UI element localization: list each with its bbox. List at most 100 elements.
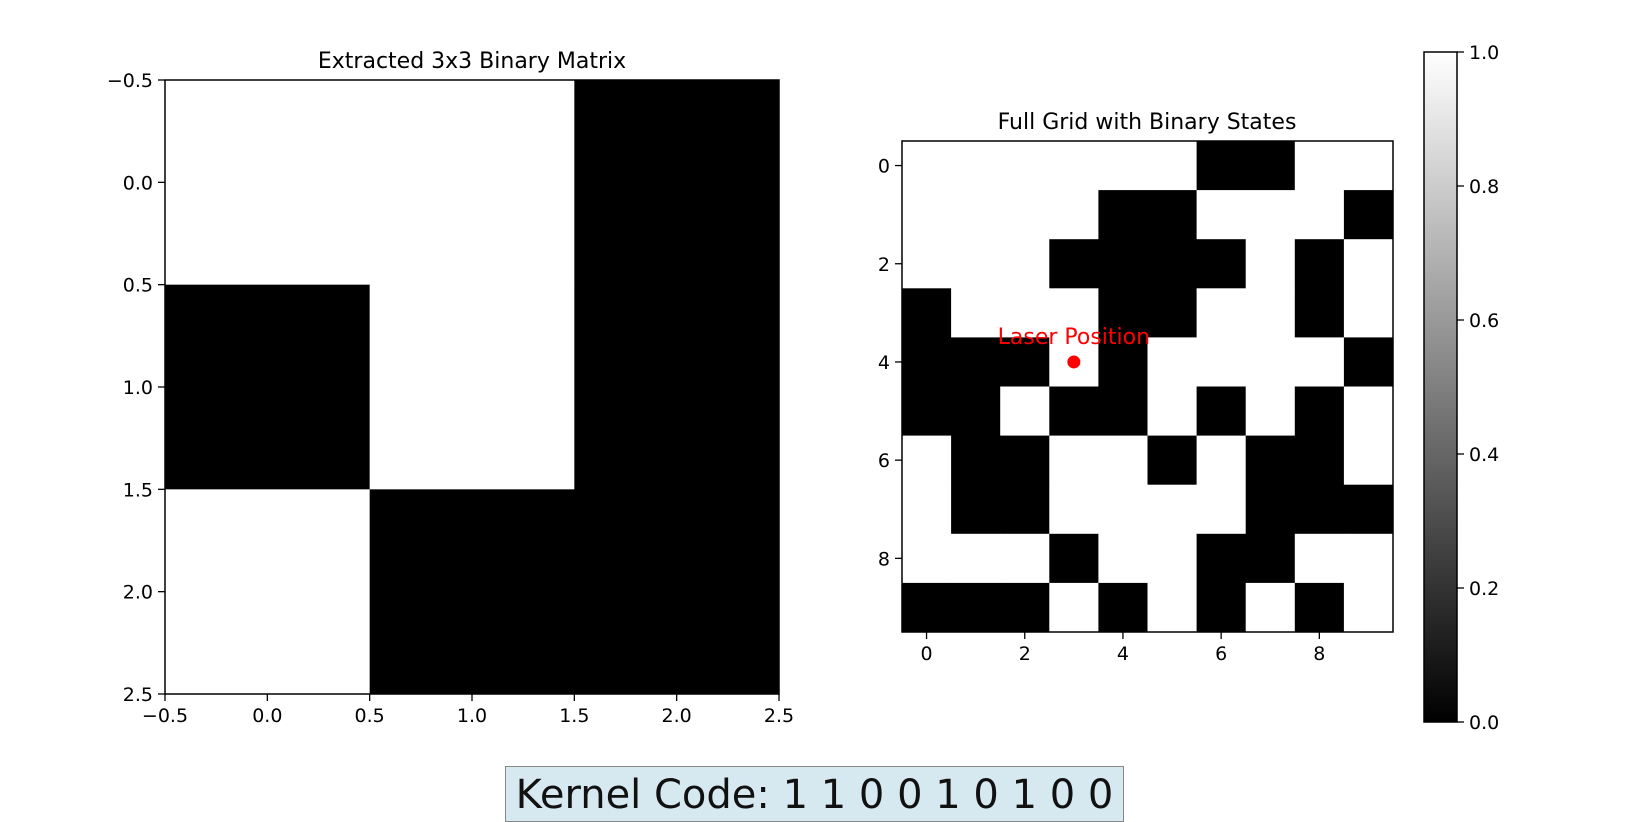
extracted-matrix-x-tick-label: 2.0 xyxy=(662,705,692,727)
full-grid-cell-r5-c4 xyxy=(1098,386,1148,436)
full-grid-cell-r1-c7 xyxy=(1245,190,1296,240)
full-grid-cell-r8-c5 xyxy=(1147,533,1197,584)
colorbar-tick-label: 0.0 xyxy=(1469,712,1499,734)
full-grid-cell-r9-c5 xyxy=(1147,582,1197,633)
full-grid-cell-r3-c8 xyxy=(1294,288,1345,338)
full-grid-cell-r8-c7 xyxy=(1245,533,1296,584)
full-grid-cell-r9-c4 xyxy=(1098,582,1148,633)
extracted-matrix-x-ticks: −0.5 0.0 0.5 1.0 1.5 2.0 2.5 xyxy=(142,694,794,727)
full-grid-cell-r9-c3 xyxy=(1049,582,1099,633)
extracted-matrix-cell-r0-c0 xyxy=(165,80,371,286)
full-grid-cell-r4-c2 xyxy=(1000,337,1050,387)
full-grid-cell-r6-c8 xyxy=(1294,435,1345,486)
laser-position-marker xyxy=(1067,355,1081,369)
full-grid-cell-r3-c2 xyxy=(1000,288,1050,338)
colorbar-tick-label: 0.2 xyxy=(1469,578,1499,600)
full-grid-cell-r7-c6 xyxy=(1196,484,1247,535)
full-grid-cell-r5-c9 xyxy=(1343,386,1394,436)
full-grid-cell-r6-c4 xyxy=(1098,435,1148,486)
full-grid-cell-r4-c6 xyxy=(1196,337,1247,387)
full-grid-cell-r2-c6 xyxy=(1196,239,1247,289)
full-grid-cell-r6-c7 xyxy=(1245,435,1296,486)
colorbar-gradient xyxy=(1423,51,1458,723)
full-grid-cell-r2-c2 xyxy=(1000,239,1050,289)
full-grid-cell-r7-c1 xyxy=(951,484,1001,535)
full-grid-cell-r0-c0 xyxy=(902,141,952,191)
full-grid-cell-r7-c2 xyxy=(1000,484,1050,535)
full-grid-cell-r8-c3 xyxy=(1049,533,1099,584)
full-grid-frame xyxy=(901,140,1394,633)
laser-position-label: Laser Position xyxy=(998,325,1150,350)
extracted-matrix-cells xyxy=(165,80,780,695)
colorbar: 0.0 0.2 0.4 0.6 0.8 1.0 xyxy=(1423,42,1499,734)
full-grid-cell-r5-c8 xyxy=(1294,386,1345,436)
full-grid-x-tick-label: 2 xyxy=(1019,643,1031,665)
full-grid-y-tick-label: 6 xyxy=(878,450,890,472)
full-grid-cell-r7-c4 xyxy=(1098,484,1148,535)
full-grid-cell-r5-c5 xyxy=(1147,386,1197,436)
full-grid-cell-r6-c3 xyxy=(1049,435,1099,486)
full-grid-cell-r5-c3 xyxy=(1049,386,1099,436)
full-grid-cell-r8-c4 xyxy=(1098,533,1148,584)
full-grid-cell-r0-c3 xyxy=(1049,141,1099,191)
extracted-matrix-title: Extracted 3x3 Binary Matrix xyxy=(318,49,626,74)
full-grid-cell-r1-c4 xyxy=(1098,190,1148,240)
full-grid-cell-r3-c5 xyxy=(1147,288,1197,338)
full-grid-cell-r0-c1 xyxy=(951,141,1001,191)
extracted-matrix-cell-r0-c1 xyxy=(369,80,575,286)
extracted-matrix-y-tick-label: 0.0 xyxy=(123,172,153,194)
full-grid-x-ticks: 0 2 4 6 8 xyxy=(921,632,1325,665)
extracted-matrix-y-tick-label: 1.0 xyxy=(123,377,153,399)
full-grid-cell-r8-c2 xyxy=(1000,533,1050,584)
full-grid-cell-r3-c7 xyxy=(1245,288,1296,338)
full-grid-cell-r8-c6 xyxy=(1196,533,1247,584)
full-grid-cell-r8-c0 xyxy=(902,533,952,584)
full-grid-cell-r2-c3 xyxy=(1049,239,1099,289)
full-grid-y-tick-label: 0 xyxy=(878,156,890,178)
full-grid-cell-r1-c0 xyxy=(902,190,952,240)
full-grid-cell-r6-c0 xyxy=(902,435,952,486)
full-grid-cell-r6-c6 xyxy=(1196,435,1247,486)
full-grid-cell-r3-c6 xyxy=(1196,288,1247,338)
full-grid-cell-r3-c4 xyxy=(1098,288,1148,338)
full-grid-y-ticks: 0 2 4 6 8 xyxy=(878,156,902,570)
kernel-code-box: Kernel Code: 1 1 0 0 1 0 1 0 0 xyxy=(505,766,1124,822)
extracted-matrix-x-tick-label: 0.0 xyxy=(252,705,282,727)
full-grid-cell-r9-c9 xyxy=(1343,582,1394,633)
full-grid-x-tick-label: 8 xyxy=(1313,643,1325,665)
colorbar-ticks: 0.0 0.2 0.4 0.6 0.8 1.0 xyxy=(1457,42,1499,734)
full-grid-cell-r5-c1 xyxy=(951,386,1001,436)
full-grid-cell-r7-c9 xyxy=(1343,484,1394,535)
full-grid-cell-r8-c8 xyxy=(1294,533,1345,584)
full-grid-cell-r3-c3 xyxy=(1049,288,1099,338)
full-grid-cell-r2-c7 xyxy=(1245,239,1296,289)
full-grid-cell-r0-c2 xyxy=(1000,141,1050,191)
full-grid-y-tick-label: 8 xyxy=(878,548,890,570)
extracted-matrix-cell-r0-c2 xyxy=(574,80,780,286)
full-grid-cell-r0-c9 xyxy=(1343,141,1394,191)
full-grid-cell-r4-c8 xyxy=(1294,337,1345,387)
full-grid-cell-r1-c5 xyxy=(1147,190,1197,240)
full-grid-cell-r4-c7 xyxy=(1245,337,1296,387)
full-grid-cell-r6-c5 xyxy=(1147,435,1197,486)
full-grid-cell-r2-c9 xyxy=(1343,239,1394,289)
extracted-matrix-chart: Extracted 3x3 Binary Matrix −0.5 0.0 0.5 1.… xyxy=(107,49,794,727)
full-grid-cell-r6-c2 xyxy=(1000,435,1050,486)
full-grid-cell-r5-c6 xyxy=(1196,386,1247,436)
colorbar-tick-label: 0.8 xyxy=(1469,176,1499,198)
full-grid-cell-r4-c0 xyxy=(902,337,952,387)
full-grid-cell-r5-c2 xyxy=(1000,386,1050,436)
full-grid-cell-r3-c1 xyxy=(951,288,1001,338)
full-grid-cell-r7-c8 xyxy=(1294,484,1345,535)
full-grid-cell-r9-c0 xyxy=(902,582,952,633)
full-grid-cell-r1-c3 xyxy=(1049,190,1099,240)
full-grid-cell-r1-c6 xyxy=(1196,190,1247,240)
full-grid-x-tick-label: 4 xyxy=(1117,643,1129,665)
full-grid-cell-r4-c4 xyxy=(1098,337,1148,387)
full-grid-y-tick-label: 2 xyxy=(878,254,890,276)
extracted-matrix-x-tick-label: 2.5 xyxy=(764,705,794,727)
extracted-matrix-x-tick-label: −0.5 xyxy=(142,705,188,727)
extracted-matrix-cell-r2-c0 xyxy=(165,489,371,695)
full-grid-cell-r2-c0 xyxy=(902,239,952,289)
